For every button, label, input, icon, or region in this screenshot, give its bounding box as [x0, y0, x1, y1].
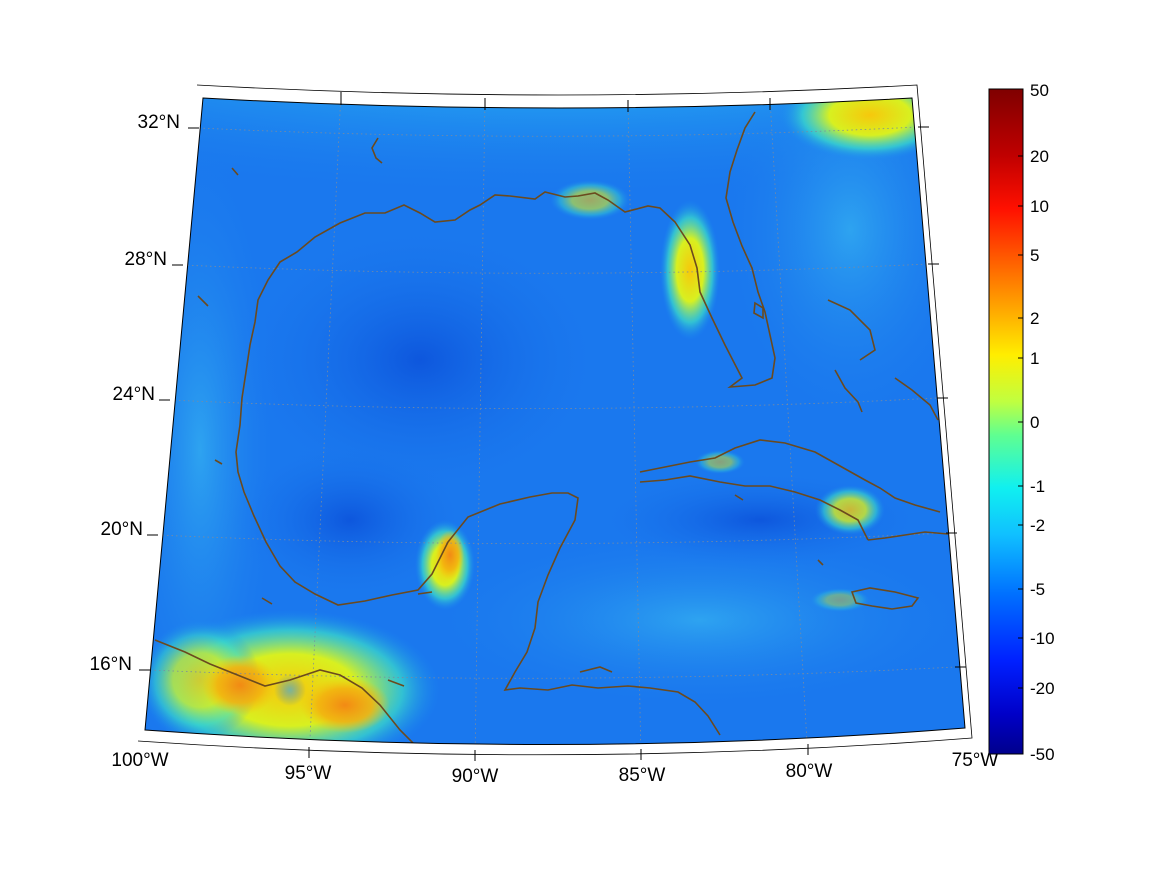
coastlines	[154, 111, 949, 745]
map-frame-outer	[137, 84, 973, 756]
lat-label: 28°N	[125, 249, 167, 270]
colorbar-label: -50	[1030, 745, 1055, 764]
frame-ticks	[139, 92, 966, 761]
colorbar-label: 0	[1030, 413, 1039, 432]
lat-label: 20°N	[101, 519, 143, 540]
colorbar-label: 2	[1030, 309, 1039, 328]
colorbar: 50 20 10 5 2 1 0 -1 -2 -5 -10 -20 -50	[988, 81, 1055, 764]
colorbar-label: 50	[1030, 81, 1049, 100]
colorbar-ramp	[988, 88, 1024, 755]
lon-label: 95°W	[285, 763, 332, 784]
graticule	[149, 98, 956, 745]
colorbar-label: -5	[1030, 580, 1045, 599]
colorbar-label: 1	[1030, 349, 1039, 368]
colorbar-label: -20	[1030, 679, 1055, 698]
colorbar-label: -10	[1030, 629, 1055, 648]
map-field	[145, 98, 965, 745]
lat-label: 32°N	[138, 112, 180, 133]
lon-label: 75°W	[952, 750, 999, 771]
colorbar-label: -2	[1030, 516, 1045, 535]
latitude-labels: 16°N 20°N 24°N 28°N 32°N	[90, 112, 180, 675]
lon-label: 90°W	[452, 766, 499, 787]
colorbar-label: -1	[1030, 477, 1045, 496]
colorbar-label: 20	[1030, 147, 1049, 166]
lon-label: 100°W	[111, 750, 168, 771]
lat-label: 16°N	[90, 654, 132, 675]
lat-label: 24°N	[113, 384, 155, 405]
colorbar-label: 10	[1030, 197, 1049, 216]
lon-label: 85°W	[619, 765, 666, 786]
colorbar-label: 5	[1030, 246, 1039, 265]
longitude-labels: 100°W 95°W 90°W 85°W 80°W 75°W	[111, 750, 998, 787]
map-frame	[144, 97, 966, 746]
lon-label: 80°W	[786, 761, 833, 782]
